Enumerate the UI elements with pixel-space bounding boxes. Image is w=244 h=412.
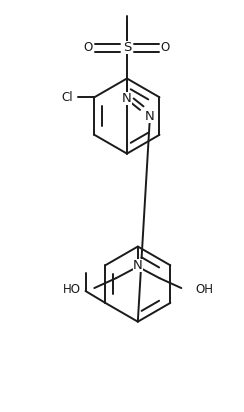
Text: N: N — [133, 259, 143, 272]
Text: N: N — [122, 92, 132, 105]
Text: O: O — [161, 41, 170, 54]
Text: S: S — [123, 41, 131, 54]
Text: Cl: Cl — [61, 91, 73, 104]
Text: O: O — [84, 41, 93, 54]
Text: N: N — [145, 110, 154, 122]
Text: HO: HO — [62, 283, 81, 295]
Text: OH: OH — [195, 283, 213, 295]
